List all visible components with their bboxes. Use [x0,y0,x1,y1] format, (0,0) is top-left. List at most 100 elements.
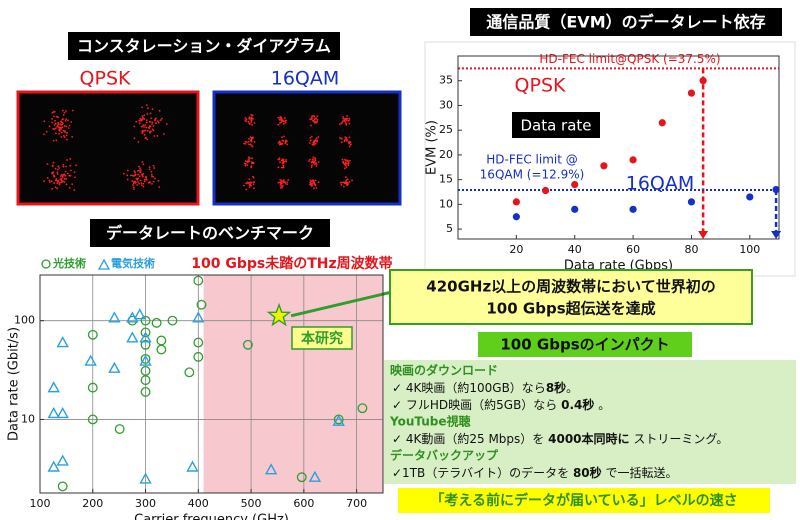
point [196,299,207,310]
legend-marker [97,258,111,270]
constellation-dot [312,162,315,164]
constellation-dot [344,164,347,167]
constellation-dot [70,121,73,123]
constellation-dot [253,122,256,124]
constellation-dot [281,158,284,161]
constellation-dot [160,117,163,120]
constellation-dot [142,124,145,127]
point [87,329,98,340]
constellation-dot [346,117,349,120]
constellation-dot [313,143,315,146]
constellation-dot [63,178,66,180]
constellation-dot [157,121,160,124]
constellation-dot [283,181,285,183]
x-axis-label: Carrier frequency (GHz) [134,513,289,520]
constellation-dot [285,158,287,161]
constellation-dot [310,184,313,187]
y-tick-label: 15 [439,173,453,186]
constellation-dot [59,130,61,132]
constellation-dot [281,136,283,139]
impact-item: ✓1TB（テラバイト）のデータを 80秒 で一括転送。 [392,465,677,480]
constellation-dot [53,115,55,118]
constellation-dot [245,141,248,144]
constellation-dot [61,122,64,124]
constellation-dot [152,164,155,167]
item-part: 。 [566,381,578,395]
point [56,407,69,419]
constellation-dot [284,142,287,145]
constellation-dot [309,181,312,184]
constellation-dot [51,117,53,120]
constellation-dot [247,140,250,143]
constellation-dot [148,168,151,171]
constellation-dot [73,189,76,191]
constellation-dot [343,167,346,170]
constellation-dot [308,142,311,145]
constellation-dot [309,124,312,127]
constellation-dot [66,172,69,175]
constellation-dot [314,159,317,162]
constellation-dot [313,163,316,166]
constellation-dot [278,118,281,121]
constellation-dot [315,137,318,139]
constellation-dot [126,178,129,181]
constellation-dot [138,119,141,122]
point [193,275,204,286]
constellation-dot [315,121,318,124]
constellation-dot [52,175,55,178]
constellation-dot [74,176,76,179]
constellation-dot [281,119,284,122]
item-part: ✓ 4K動画（約25 Mbps）を [392,431,548,446]
y-tick-label: 25 [439,123,453,136]
constellation-dot [65,178,68,180]
y-tick-label: 5 [446,222,453,235]
constellation-dot [351,179,353,182]
panel-label: QPSK [80,68,131,90]
constellation-dot [51,121,53,124]
constellation-dot [144,137,147,140]
legend-marker [41,259,51,269]
constellation-dot [310,135,313,138]
constellation-dot [312,179,315,182]
constellation-dot [150,170,153,173]
impact-item: ✓ 4K動画（約25 Mbps）を 4000本同時に ストリーミング。 [392,431,728,446]
constellation-dot [140,120,142,122]
constellation-dot [75,164,77,167]
constellation-dot [346,178,349,181]
constellation-dot [283,135,285,138]
constellation-dot [68,186,71,189]
constellation-dot [157,179,160,182]
constellation-dot [145,175,147,178]
point [47,460,60,472]
constellation-dot [58,183,61,186]
constellation-dot [145,104,148,106]
constellation-dot [251,137,254,140]
constellation-dot [343,185,345,188]
constellation-dot [52,161,55,164]
point [56,454,69,466]
constellation-dot [253,187,255,190]
constellation-dot [344,181,347,184]
constellation-dot [57,121,60,124]
constellation-dot [286,183,289,186]
constellation-dot [57,180,59,183]
constellation-dot [309,139,312,142]
constellation-dot [281,143,284,145]
constellation-dot [253,141,256,143]
constellation-dot [61,109,64,112]
constellation-dot [340,141,343,144]
constellation-dot [134,174,137,177]
constellation-dot [42,133,45,136]
constellation-dot [137,173,139,176]
constellation-dot [51,172,54,175]
constellation-dot [54,122,57,125]
constellation-dot [345,181,348,184]
constellation-dot [347,164,350,167]
point [156,335,167,346]
constellation-dot [282,164,285,167]
y-axis-label: Data rate (Gbit/s) [7,327,22,441]
constellation-dot [69,164,72,167]
constellation-dot [278,157,281,160]
x-tick-label: 200 [82,497,103,510]
